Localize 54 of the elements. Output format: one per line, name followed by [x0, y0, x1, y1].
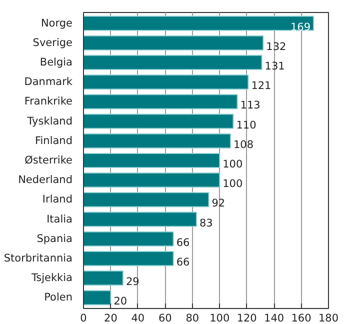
data-label: 113	[240, 100, 260, 112]
bar	[84, 54, 262, 70]
y-tick-label: Tsjekkia	[30, 272, 73, 284]
y-tick-label: Frankrike	[24, 96, 73, 108]
bar	[84, 290, 112, 306]
y-tick-label: Nederland	[18, 174, 73, 186]
bar	[84, 16, 314, 31]
x-tick-label: 100	[210, 312, 230, 324]
y-tick-label: Irland	[42, 194, 73, 206]
data-label: 121	[251, 80, 272, 92]
x-tick-label: 0	[80, 312, 87, 324]
bar	[84, 133, 231, 148]
bar	[84, 250, 174, 266]
data-label: 92	[212, 198, 226, 210]
bar	[84, 231, 174, 246]
bar	[84, 212, 197, 227]
x-tick-label: 80	[186, 312, 200, 324]
x-tick-label: 40	[131, 312, 145, 324]
data-label: 132	[266, 40, 286, 53]
x-tick-label: 60	[158, 312, 172, 324]
data-label: 131	[264, 60, 285, 72]
y-tick-label: Storbritannia	[4, 252, 73, 265]
bar	[84, 192, 210, 208]
y-tick-label: Belgia	[40, 56, 73, 68]
x-tick-label: 120	[236, 312, 257, 324]
data-label: 83	[199, 217, 213, 230]
y-tick-label: Polen	[44, 292, 73, 304]
y-tick-label: Danmark	[24, 76, 74, 88]
x-tick-label: 20	[104, 312, 118, 324]
data-label: 100	[222, 178, 243, 190]
data-label: 29	[126, 276, 140, 288]
x-tick-label: 180	[318, 312, 339, 324]
data-label: 108	[234, 138, 254, 151]
data-label: 20	[114, 296, 128, 308]
y-tick-label: Spania	[36, 232, 73, 245]
bar	[84, 114, 234, 129]
x-tick-label: 140	[264, 312, 284, 324]
y-tick-label: Sverige	[32, 36, 73, 49]
data-label: 100	[222, 158, 243, 170]
y-tick-label: Finland	[34, 134, 73, 147]
y-tick-label: Norge	[40, 17, 73, 30]
y-tick-label: Østerrike	[24, 154, 73, 166]
bar	[84, 94, 238, 110]
data-label: 66	[176, 236, 190, 249]
bar	[84, 152, 220, 168]
data-label: 110	[236, 119, 256, 132]
y-tick-label: Tyskland	[26, 115, 73, 128]
bar	[84, 35, 264, 50]
y-tick-label: Italia	[46, 213, 73, 226]
bar	[84, 74, 249, 90]
data-label: 66	[176, 256, 190, 269]
x-tick-label: 160	[291, 312, 312, 324]
bar	[84, 270, 124, 286]
bar	[84, 172, 220, 188]
